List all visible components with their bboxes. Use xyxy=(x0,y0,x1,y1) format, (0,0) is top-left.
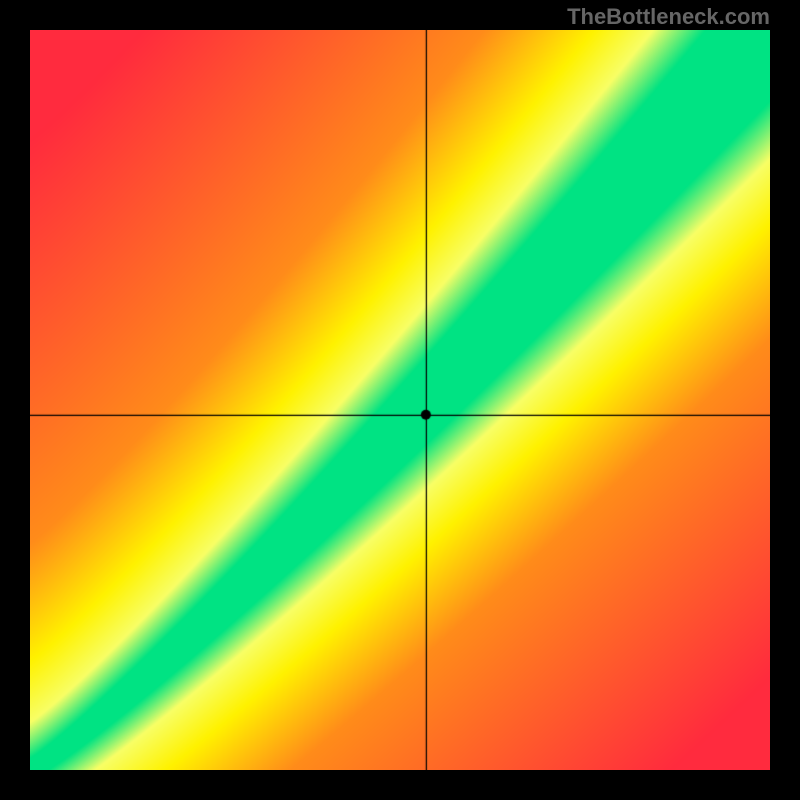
plot-area xyxy=(30,30,770,770)
chart-container: TheBottleneck.com xyxy=(0,0,800,800)
bottleneck-heatmap-canvas xyxy=(30,30,770,770)
attribution-text: TheBottleneck.com xyxy=(567,4,770,30)
